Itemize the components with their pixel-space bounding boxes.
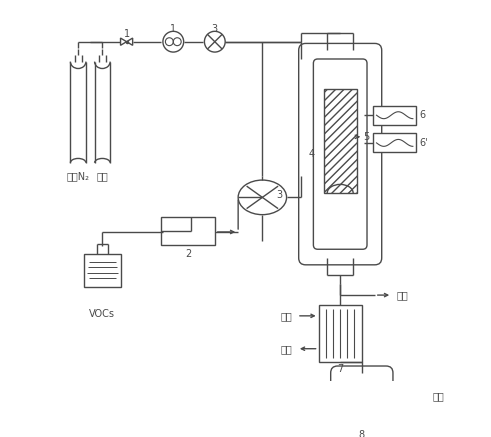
Text: 6: 6 [420,110,426,120]
Text: 4: 4 [309,149,315,159]
Text: VOCs: VOCs [89,309,115,319]
Text: 8: 8 [359,430,365,437]
Text: 3: 3 [212,24,218,34]
FancyBboxPatch shape [313,59,367,249]
Text: 1: 1 [124,29,130,39]
Text: 高纯N₂: 高纯N₂ [67,171,90,181]
Text: 出水: 出水 [281,311,293,321]
Bar [161,217,215,245]
Bar [373,133,416,153]
Bar [319,305,362,362]
Bar [324,89,356,193]
FancyBboxPatch shape [299,43,382,265]
Bar [373,106,416,125]
Text: 3: 3 [276,190,283,200]
Text: 1: 1 [170,24,176,34]
FancyBboxPatch shape [330,366,393,436]
Text: 放空: 放空 [433,391,444,401]
Text: 6': 6' [420,138,428,148]
Text: 7: 7 [337,364,343,374]
Text: 空气: 空气 [97,171,108,181]
Text: 进水: 进水 [281,344,293,354]
Text: 2: 2 [185,249,191,259]
Text: 检测: 检测 [396,290,408,300]
Text: 5: 5 [363,132,370,142]
Bar [84,254,120,287]
